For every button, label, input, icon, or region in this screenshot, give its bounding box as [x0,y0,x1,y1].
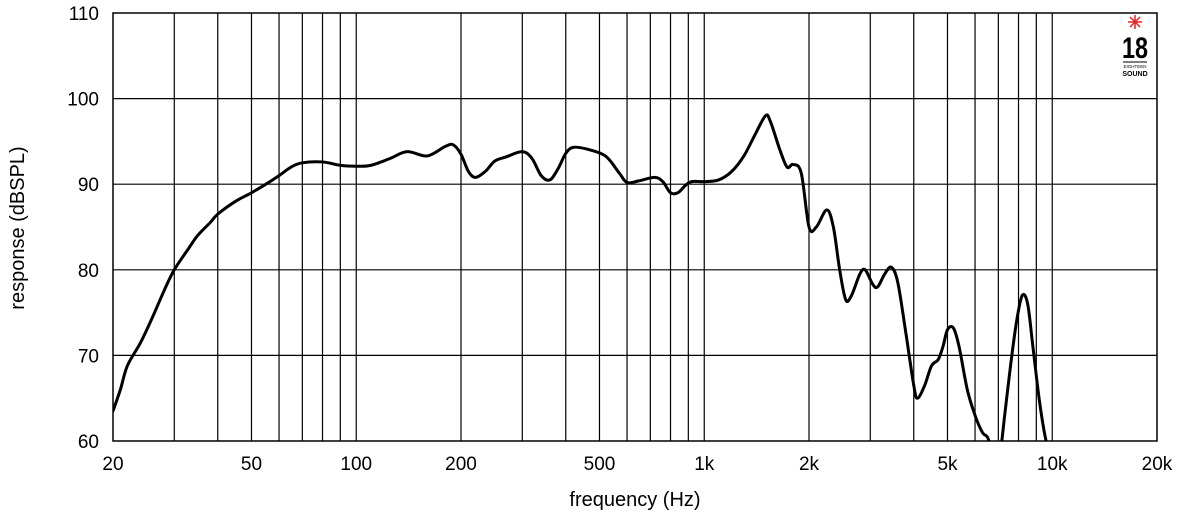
y-axis-label: response (dBSPL) [7,146,29,309]
x-tick-label: 200 [445,454,477,475]
logo-subtext-top: EIGHTEEN [1123,64,1146,69]
x-axis-label: frequency (Hz) [569,489,700,511]
x-tick-label: 2k [799,454,820,475]
x-tick-label: 1k [694,454,715,475]
y-tick-label: 70 [78,346,99,367]
brand-logo: 18 EIGHTEEN SOUND [1122,15,1148,78]
response-curve [113,113,1048,441]
x-tick-label: 500 [584,454,616,475]
x-tick-label: 20 [102,454,123,475]
y-tick-label: 80 [78,261,99,282]
logo-number: 18 [1122,31,1148,64]
x-tick-label: 50 [241,454,262,475]
y-tick-labels: 60 70 80 90 100 110 [67,4,99,453]
plot-frame [112,12,1158,442]
grid-lines [113,13,1157,441]
y-tick-label: 110 [69,4,99,25]
y-tick-label: 100 [67,90,99,111]
x-tick-label: 5k [937,454,958,475]
y-tick-label: 90 [78,175,99,196]
x-tick-labels: 20 50 100 200 500 1k 2k 5k 10k 20k [102,454,1172,475]
star-icon [1128,15,1142,29]
logo-subtext-bottom: SOUND [1122,71,1147,78]
x-tick-label: 100 [340,454,372,475]
series-layer [113,113,1048,441]
x-tick-label: 10k [1037,454,1068,475]
x-tick-label: 20k [1142,454,1173,475]
y-tick-label: 60 [78,432,99,453]
